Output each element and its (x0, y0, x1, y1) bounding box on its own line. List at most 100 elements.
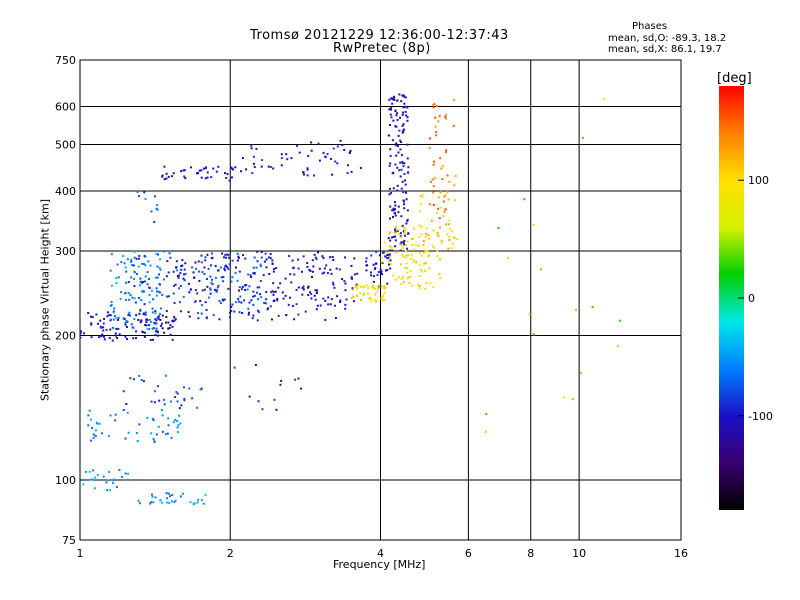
data-point (157, 290, 160, 293)
data-point (145, 321, 148, 324)
data-point (146, 327, 149, 330)
data-point (396, 99, 399, 102)
data-point (236, 252, 239, 255)
data-point (112, 318, 115, 321)
data-point (335, 267, 338, 270)
data-point (407, 254, 410, 257)
data-point (446, 190, 449, 193)
data-point (101, 333, 104, 336)
data-point (436, 232, 439, 235)
data-point (223, 267, 226, 270)
data-point (116, 318, 119, 321)
data-point (238, 286, 241, 289)
data-point (148, 328, 151, 331)
data-point (138, 254, 141, 257)
data-point (108, 470, 111, 473)
data-point (372, 284, 375, 287)
data-point (159, 258, 162, 261)
data-point (116, 336, 119, 339)
data-point (118, 333, 121, 336)
data-point (389, 148, 392, 151)
data-point (134, 337, 137, 340)
data-point (131, 296, 134, 299)
data-point (326, 153, 329, 156)
data-point (396, 184, 399, 187)
data-point (418, 287, 421, 290)
data-point (366, 292, 369, 295)
data-point (398, 93, 401, 96)
data-point (300, 270, 303, 273)
data-point (294, 378, 297, 381)
data-point (295, 288, 298, 291)
data-point (370, 297, 373, 300)
data-point (332, 283, 335, 286)
data-point (133, 297, 136, 300)
data-point (84, 470, 87, 473)
data-point (256, 298, 259, 301)
data-point (373, 275, 376, 278)
data-point (396, 118, 399, 121)
data-point (325, 264, 328, 267)
data-point (403, 227, 406, 230)
data-point (392, 207, 395, 210)
data-point (399, 175, 402, 178)
data-point (251, 172, 254, 175)
data-point (213, 288, 216, 291)
data-point (89, 315, 92, 318)
data-point (406, 218, 409, 221)
data-point (322, 257, 325, 260)
data-point (272, 270, 275, 273)
data-point (191, 397, 194, 400)
data-point (138, 257, 141, 260)
data-point (178, 301, 181, 304)
data-point (370, 274, 373, 277)
data-point (403, 95, 406, 98)
data-point (355, 283, 358, 286)
data-point (89, 478, 92, 481)
data-point (272, 167, 275, 170)
data-point (168, 326, 171, 329)
data-point (404, 183, 407, 186)
data-point (92, 469, 95, 472)
data-point (277, 286, 280, 289)
y-tick-label: 100 (55, 474, 76, 487)
data-point (424, 232, 427, 235)
data-point (404, 110, 407, 113)
data-point (297, 258, 300, 261)
data-point (143, 280, 146, 283)
data-point (264, 302, 267, 305)
data-point (418, 264, 421, 267)
data-point (144, 275, 147, 278)
data-point (156, 276, 159, 279)
data-point (366, 264, 369, 267)
data-point (402, 111, 405, 114)
data-point (125, 291, 128, 294)
data-point (269, 253, 272, 256)
data-point (200, 176, 203, 179)
data-point (258, 286, 261, 289)
data-point (147, 260, 150, 263)
data-point (225, 264, 228, 267)
data-point (374, 293, 377, 296)
data-point (363, 286, 366, 289)
data-point (393, 99, 396, 102)
data-point (154, 312, 157, 315)
data-point (263, 301, 266, 304)
data-point (153, 220, 156, 223)
data-point (128, 314, 131, 317)
data-point (175, 266, 178, 269)
data-point (256, 319, 259, 322)
data-point (176, 431, 179, 434)
data-point (275, 408, 278, 411)
data-point (306, 168, 309, 171)
data-point (174, 283, 177, 286)
data-point (306, 167, 309, 170)
data-point (154, 318, 157, 321)
data-point (279, 282, 282, 285)
data-point (146, 416, 149, 419)
data-point (391, 249, 394, 252)
data-point (138, 502, 141, 505)
data-point (351, 288, 354, 291)
data-point (279, 383, 282, 386)
data-point (106, 489, 109, 492)
